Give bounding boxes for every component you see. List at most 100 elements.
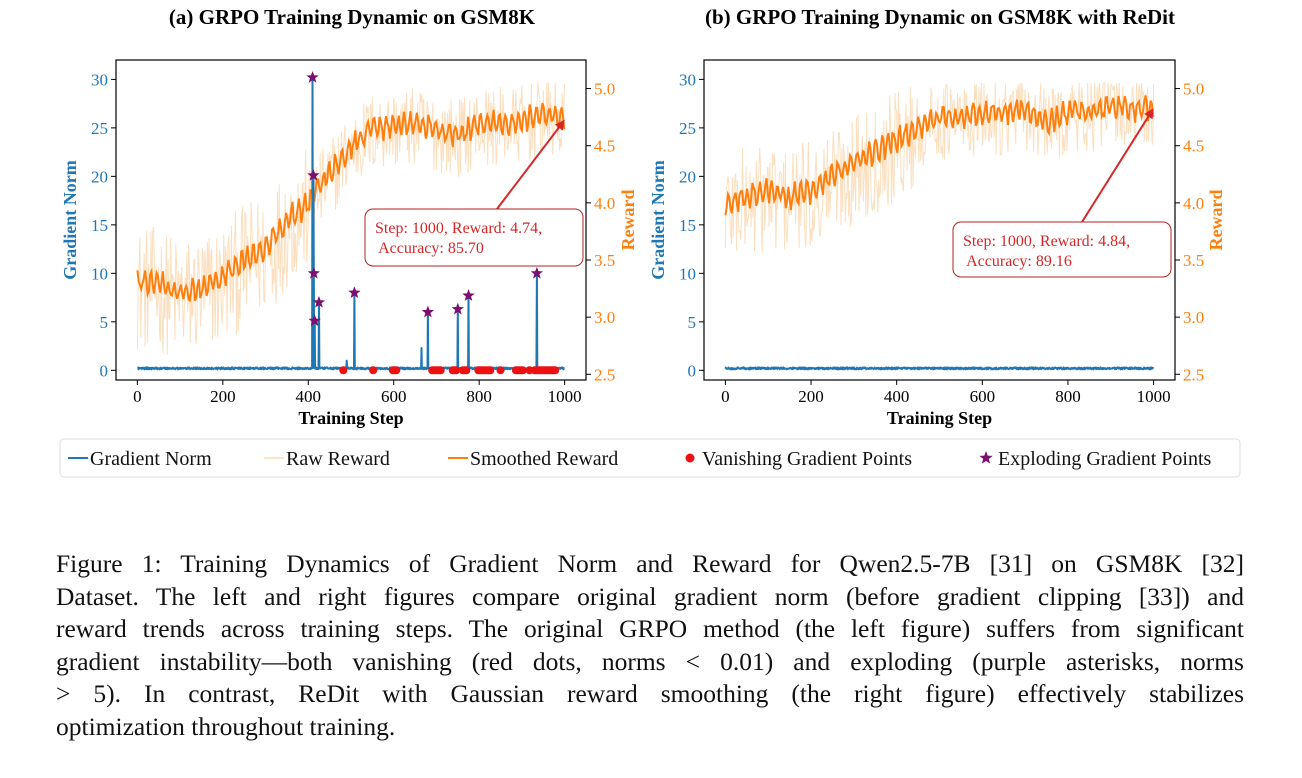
y-left-tick-label: 20	[679, 167, 696, 186]
legend-item: Exploding Gradient Points	[979, 448, 1212, 470]
caption-line: optimization throughout training.	[56, 711, 396, 741]
y-right-tick-label: 2.5	[1183, 365, 1204, 384]
legend-label: Gradient Norm	[90, 448, 212, 470]
x-axis-label: Training Step	[887, 408, 992, 428]
y-left-tick-label: 10	[91, 264, 108, 283]
y-left-tick-label: 25	[679, 119, 696, 138]
exploding-gradient-point	[307, 168, 320, 181]
annotation-text: Step: 1000, Reward: 4.84,	[963, 233, 1130, 250]
y-right-tick-label: 5.0	[1183, 80, 1204, 99]
y-left-tick-label: 0	[688, 361, 697, 380]
x-tick-label: 1000	[548, 387, 582, 406]
raw-reward-line	[724, 82, 1155, 253]
legend-label: Exploding Gradient Points	[998, 448, 1212, 470]
vanishing-gradient-point	[339, 366, 348, 375]
y-left-axis-label: Gradient Norm	[60, 160, 80, 279]
caption-line: Figure 1: Training Dynamics of Gradient …	[56, 549, 1244, 578]
exploding-gradient-point	[530, 266, 544, 279]
y-right-axis-label: Reward	[618, 190, 638, 251]
annotation-text: Step: 1000, Reward: 4.74,	[375, 220, 542, 237]
y-right-tick-label: 4.0	[1183, 194, 1204, 213]
annotation-box	[364, 208, 584, 267]
y-left-tick-label: 20	[91, 167, 108, 186]
exploding-gradient-point	[348, 286, 361, 298]
vanishing-gradient-point	[392, 366, 401, 375]
y-right-axis-label: Reward	[1206, 190, 1226, 251]
y-right-tick-label: 2.5	[594, 365, 615, 384]
y-right-tick-label: 3.5	[594, 251, 615, 270]
figure-caption: Figure 1: Training Dynamics of Gradient …	[56, 548, 1244, 743]
y-right-tick-label: 3.0	[1183, 308, 1204, 327]
y-left-tick-label: 15	[91, 216, 108, 235]
legend-star-swatch	[979, 451, 993, 464]
caption-line: Dataset. The left and right figures comp…	[56, 581, 1244, 611]
y-right-tick-label: 4.0	[594, 194, 615, 213]
y-right-tick-label: 4.5	[1183, 137, 1204, 156]
y-right-tick-label: 5.0	[594, 80, 615, 99]
y-right-tick-label: 4.5	[594, 137, 615, 156]
annotation-box	[952, 221, 1172, 278]
exploding-gradient-point	[308, 314, 321, 327]
caption-line: gradient instability—both vanishing (red…	[56, 646, 1244, 676]
y-left-axis-label: Gradient Norm	[648, 160, 668, 279]
vanishing-gradient-point	[518, 366, 527, 375]
x-tick-label: 600	[970, 387, 996, 406]
exploding-gradient-point	[307, 266, 321, 279]
exploding-gradient-point	[306, 70, 319, 83]
legend-item: Raw Reward	[264, 448, 390, 470]
vanishing-gradient-point	[551, 366, 560, 375]
x-tick-label: 1000	[1137, 387, 1171, 406]
vanishing-gradient-point	[496, 366, 505, 375]
gradient-norm-line	[724, 366, 1155, 371]
annotation-text: Accuracy: 89.16	[963, 253, 1072, 270]
legend-item: Vanishing Gradient Points	[685, 448, 912, 470]
legend-label: Smoothed Reward	[470, 448, 618, 470]
x-tick-label: 400	[296, 387, 322, 406]
x-tick-label: 0	[133, 387, 142, 406]
exploding-gradient-point	[421, 305, 435, 318]
smoothed-reward-line	[136, 102, 566, 303]
x-tick-label: 800	[466, 387, 492, 406]
caption-line: > 5). In contrast, ReDit with Gaussian r…	[56, 679, 1244, 708]
caption-line: reward trends across training steps. The…	[56, 614, 1244, 643]
annotation-arrow	[1081, 108, 1154, 223]
x-tick-label: 400	[884, 387, 910, 406]
annotation-arrow	[496, 119, 565, 210]
exploding-gradient-point	[312, 295, 326, 308]
exploding-gradient-point	[462, 289, 475, 301]
vanishing-gradient-point	[486, 366, 495, 375]
legend-item: Smoothed Reward	[448, 448, 618, 470]
y-left-tick-label: 0	[100, 361, 109, 380]
legend: Gradient Norm Raw Reward Smoothed Reward Va…	[59, 438, 1241, 478]
legend-frame	[59, 438, 1241, 478]
x-axis-label: Training Step	[298, 408, 403, 428]
vanishing-gradient-point	[369, 366, 378, 375]
y-left-tick-label: 30	[679, 70, 696, 89]
chart-title: (a) GRPO Training Dynamic on GSM8K	[169, 5, 536, 29]
y-left-tick-label: 5	[100, 313, 109, 332]
y-right-tick-label: 3.0	[594, 308, 615, 327]
annotation-text: Accuracy: 85.70	[375, 240, 484, 257]
panel-b: (b) GRPO Training Dynamic on GSM8K with …	[648, 5, 1226, 428]
x-tick-label: 200	[210, 387, 236, 406]
x-tick-label: 200	[798, 387, 824, 406]
legend-label: Raw Reward	[286, 448, 390, 470]
y-left-tick-label: 25	[91, 119, 108, 138]
y-left-tick-label: 10	[679, 264, 696, 283]
legend-dot-swatch	[685, 453, 695, 463]
chart-title: (b) GRPO Training Dynamic on GSM8K with …	[705, 5, 1175, 29]
y-left-tick-label: 15	[679, 216, 696, 235]
legend-label: Vanishing Gradient Points	[702, 448, 912, 470]
y-left-tick-label: 5	[688, 313, 697, 332]
vanishing-gradient-point	[436, 366, 445, 375]
axes-frame	[703, 59, 1176, 381]
vanishing-gradient-point	[452, 366, 461, 375]
smoothed-reward-line	[724, 95, 1155, 216]
x-tick-label: 800	[1055, 387, 1081, 406]
vanishing-gradient-point	[462, 366, 471, 375]
y-right-tick-label: 3.5	[1183, 251, 1204, 270]
y-left-tick-label: 30	[91, 70, 108, 89]
legend-item: Gradient Norm	[68, 448, 212, 470]
